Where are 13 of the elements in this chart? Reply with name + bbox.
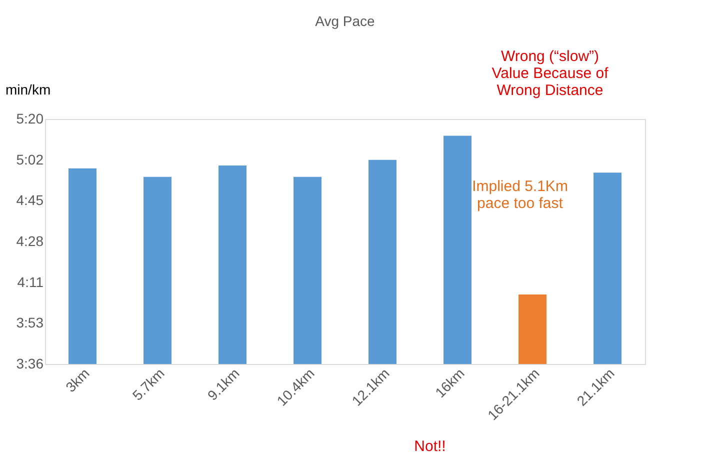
y-tick-label: 4:11 [17, 274, 44, 290]
annotation: Implied 5.1Km pace too fast [472, 178, 568, 212]
y-axis-title: min/km [6, 82, 51, 98]
text: Wrong (“slow”) Value Because of Wrong Distance [492, 48, 610, 99]
y-tick-label: 3:36 [16, 356, 44, 372]
text: Not!! [414, 438, 446, 455]
y-tick-label: 4:28 [16, 233, 44, 249]
y-tick-label: 3:53 [16, 314, 44, 331]
x-tick-label: 3km [62, 365, 92, 396]
chart-title: Avg Pace [315, 13, 376, 29]
y-tick-label: 5:02 [16, 151, 44, 168]
y-tick-label: 5:20 [16, 110, 44, 126]
y-tick-label: 4:45 [16, 192, 44, 208]
